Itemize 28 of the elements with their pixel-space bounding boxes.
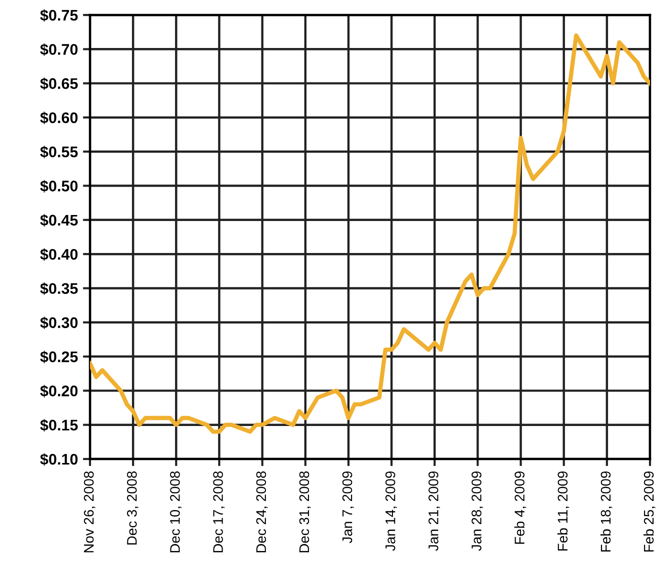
y-tick-label: $0.40: [40, 248, 78, 261]
x-tick-label: Jan 7, 2009: [342, 471, 354, 544]
y-tick-label: $0.65: [40, 78, 78, 90]
x-tick-label: Jan 14, 2009: [385, 471, 397, 551]
x-tick-label: Dec 10, 2008: [170, 471, 182, 552]
y-tick-label: $0.35: [40, 282, 78, 295]
x-tick-label: Feb 11, 2009: [557, 471, 570, 550]
x-tick-label: Feb 18, 2009: [600, 471, 612, 552]
x-tick-label: Dec 24, 2008: [256, 471, 268, 552]
y-tick-label: $0.10: [40, 453, 78, 466]
x-tick-label: Dec 3, 2008: [126, 471, 138, 545]
x-tick-label: Dec 17, 2008: [213, 471, 225, 552]
x-tick-label: Feb 4, 2009: [514, 471, 526, 544]
y-tick-label: $0.75: [40, 9, 78, 22]
x-tick-label: Dec 31, 2008: [299, 471, 311, 552]
y-tick-label: $0.45: [40, 214, 78, 227]
y-tick-label: $0.20: [40, 384, 78, 398]
x-tick-label: Nov 26, 2008: [84, 471, 96, 552]
y-tick-label: $0.25: [40, 350, 78, 364]
y-tick-label: $0.50: [40, 180, 78, 192]
y-tick-label: $0.15: [40, 419, 78, 432]
y-tick-label: $0.30: [40, 316, 78, 330]
y-tick-label: $0.55: [40, 146, 78, 158]
x-tick-label: Feb 25, 2009: [644, 471, 656, 552]
x-tick-label: Jan 21, 2009: [428, 471, 440, 551]
y-tick-label: $0.70: [40, 43, 78, 56]
y-tick-label: $0.60: [40, 112, 78, 124]
x-tick-label: Jan 28, 2009: [472, 471, 484, 551]
